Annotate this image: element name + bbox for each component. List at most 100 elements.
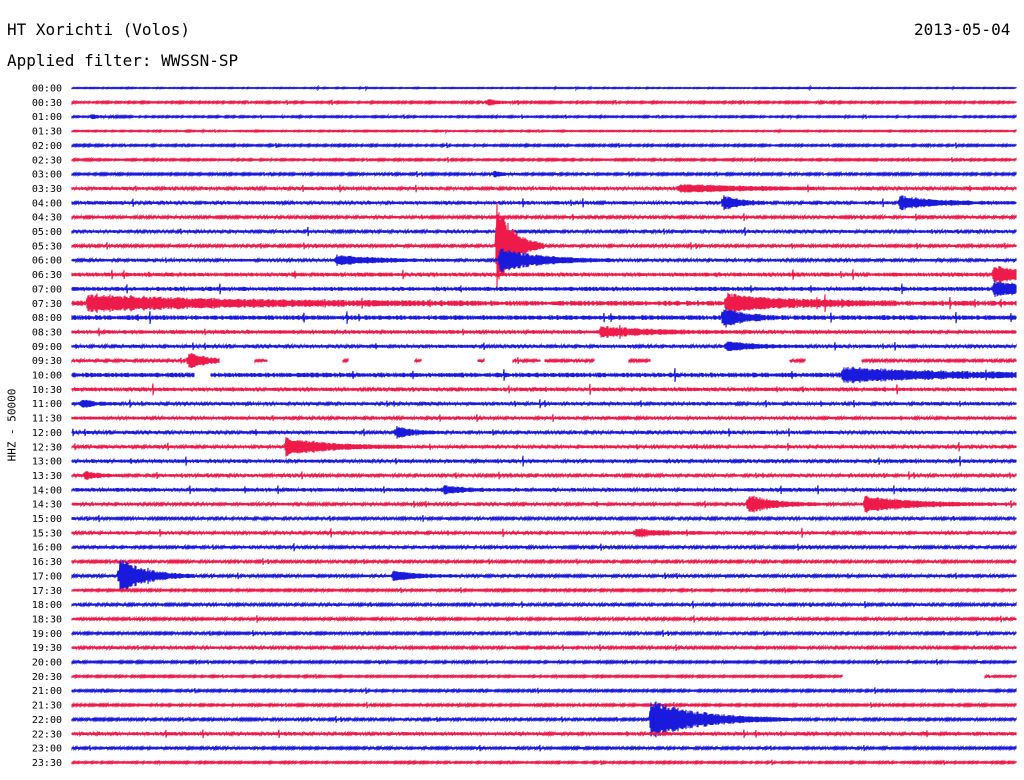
trace-line-0530 [71, 202, 1017, 290]
trace-line-0700 [71, 280, 1017, 298]
filter-label: Applied filter: WWSSN-SP [7, 51, 239, 70]
time-tick-label: 07:30 [32, 299, 62, 310]
time-tick-label: 13:00 [32, 457, 62, 468]
time-tick-label: 02:00 [32, 141, 62, 152]
time-tick-label: 13:30 [32, 471, 62, 482]
trace-line-1600 [71, 543, 1017, 552]
time-tick-label: 11:00 [32, 399, 62, 410]
trace-line-1430 [71, 495, 1017, 513]
time-tick-label: 03:00 [32, 170, 62, 181]
time-tick-label: 00:00 [32, 84, 62, 95]
trace-line-0100 [71, 113, 1017, 121]
trace-line-1330 [71, 471, 1017, 480]
trace-line-0830 [71, 324, 1017, 340]
time-tick-label: 14:00 [32, 485, 62, 496]
trace-line-2330 [71, 759, 1017, 766]
trace-line-1930 [71, 644, 1017, 652]
time-tick-label: 11:30 [32, 414, 62, 425]
time-tick-label: 04:00 [32, 198, 62, 209]
time-tick-label: 07:00 [32, 284, 62, 295]
time-tick-label: 17:00 [32, 571, 62, 582]
time-tick-label: 03:30 [32, 184, 62, 195]
time-tick-label: 19:00 [32, 629, 62, 640]
trace-line-2000 [71, 658, 1017, 666]
trace-line-0400 [71, 195, 1017, 211]
time-tick-label: 18:00 [32, 600, 62, 611]
trace-line-2230 [71, 729, 1017, 739]
trace-line-1400 [71, 484, 1017, 495]
trace-line-2130 [71, 701, 1017, 709]
time-tick-label: 09:30 [32, 356, 62, 367]
trace-line-2200 [71, 701, 1017, 738]
time-tick-label: 23:00 [32, 744, 62, 755]
trace-line-0900 [71, 341, 1017, 352]
time-tick-label: 05:00 [32, 227, 62, 238]
trace-line-1030 [71, 383, 1017, 396]
trace-line-1300 [71, 455, 1017, 467]
time-tick-label: 09:00 [32, 342, 62, 353]
time-tick-label: 00:30 [32, 98, 62, 109]
time-tick-label: 15:30 [32, 528, 62, 539]
time-tick-label: 10:30 [32, 385, 62, 396]
time-tick-label: 12:00 [32, 428, 62, 439]
trace-line-1200 [71, 426, 1017, 439]
time-tick-label: 16:30 [32, 557, 62, 568]
time-tick-label: 01:30 [32, 127, 62, 138]
trace-line-0600 [71, 248, 1017, 272]
time-tick-label: 01:00 [32, 112, 62, 123]
time-tick-label: 22:30 [32, 729, 62, 740]
trace-line-0130 [71, 128, 1017, 135]
time-tick-label: 22:00 [32, 715, 62, 726]
time-tick-label: 14:30 [32, 500, 62, 511]
time-tick-label: 06:30 [32, 270, 62, 281]
trace-line-0300 [71, 170, 1017, 178]
trace-line-2030 [71, 673, 1017, 680]
trace-line-1730 [71, 586, 1017, 594]
station-title: HT Xorichti (Volos) [7, 20, 191, 39]
trace-line-1900 [71, 629, 1017, 637]
time-tick-label: 18:30 [32, 614, 62, 625]
time-tick-label: 23:30 [32, 758, 62, 769]
time-tick-label: 20:30 [32, 672, 62, 683]
time-tick-label: 10:00 [32, 371, 62, 382]
trace-line-2100 [71, 687, 1017, 695]
trace-line-0800 [71, 307, 1017, 328]
trace-line-1630 [71, 558, 1017, 566]
trace-line-1230 [71, 437, 1017, 457]
trace-line-0430 [71, 213, 1017, 222]
trace-line-0230 [71, 156, 1017, 164]
trace-line-0500 [71, 226, 1017, 237]
record-date: 2013-05-04 [914, 20, 1011, 39]
trace-line-1830 [71, 615, 1017, 623]
time-tick-label: 21:30 [32, 701, 62, 712]
trace-line-0200 [71, 142, 1017, 149]
trace-line-1700 [71, 560, 1017, 592]
trace-line-0630 [71, 265, 1017, 284]
trace-line-1530 [71, 527, 1017, 538]
time-tick-label: 21:00 [32, 686, 62, 697]
trace-line-0030 [71, 99, 1017, 106]
time-tick-label: 16:00 [32, 543, 62, 554]
trace-line-0930 [71, 353, 1017, 369]
trace-line-0330 [71, 184, 1017, 193]
time-tick-label: 08:30 [32, 327, 62, 338]
time-tick-label: 05:30 [32, 241, 62, 252]
time-tick-label: 06:00 [32, 256, 62, 267]
trace-line-1000 [71, 366, 1017, 384]
trace-line-0730 [71, 292, 1017, 314]
time-tick-label: 08:00 [32, 313, 62, 324]
trace-line-1130 [71, 414, 1017, 423]
time-tick-label: 17:30 [32, 586, 62, 597]
trace-line-1100 [71, 399, 1017, 409]
trace-line-2300 [71, 744, 1017, 752]
trace-line-1500 [71, 514, 1017, 523]
time-tick-label: 15:00 [32, 514, 62, 525]
trace-line-1800 [71, 600, 1017, 609]
time-tick-label: 02:30 [32, 155, 62, 166]
time-tick-label: 20:00 [32, 658, 62, 669]
time-tick-label: 19:30 [32, 643, 62, 654]
time-tick-label: 04:30 [32, 213, 62, 224]
time-tick-label: 12:30 [32, 442, 62, 453]
trace-line-0000 [71, 84, 1017, 92]
